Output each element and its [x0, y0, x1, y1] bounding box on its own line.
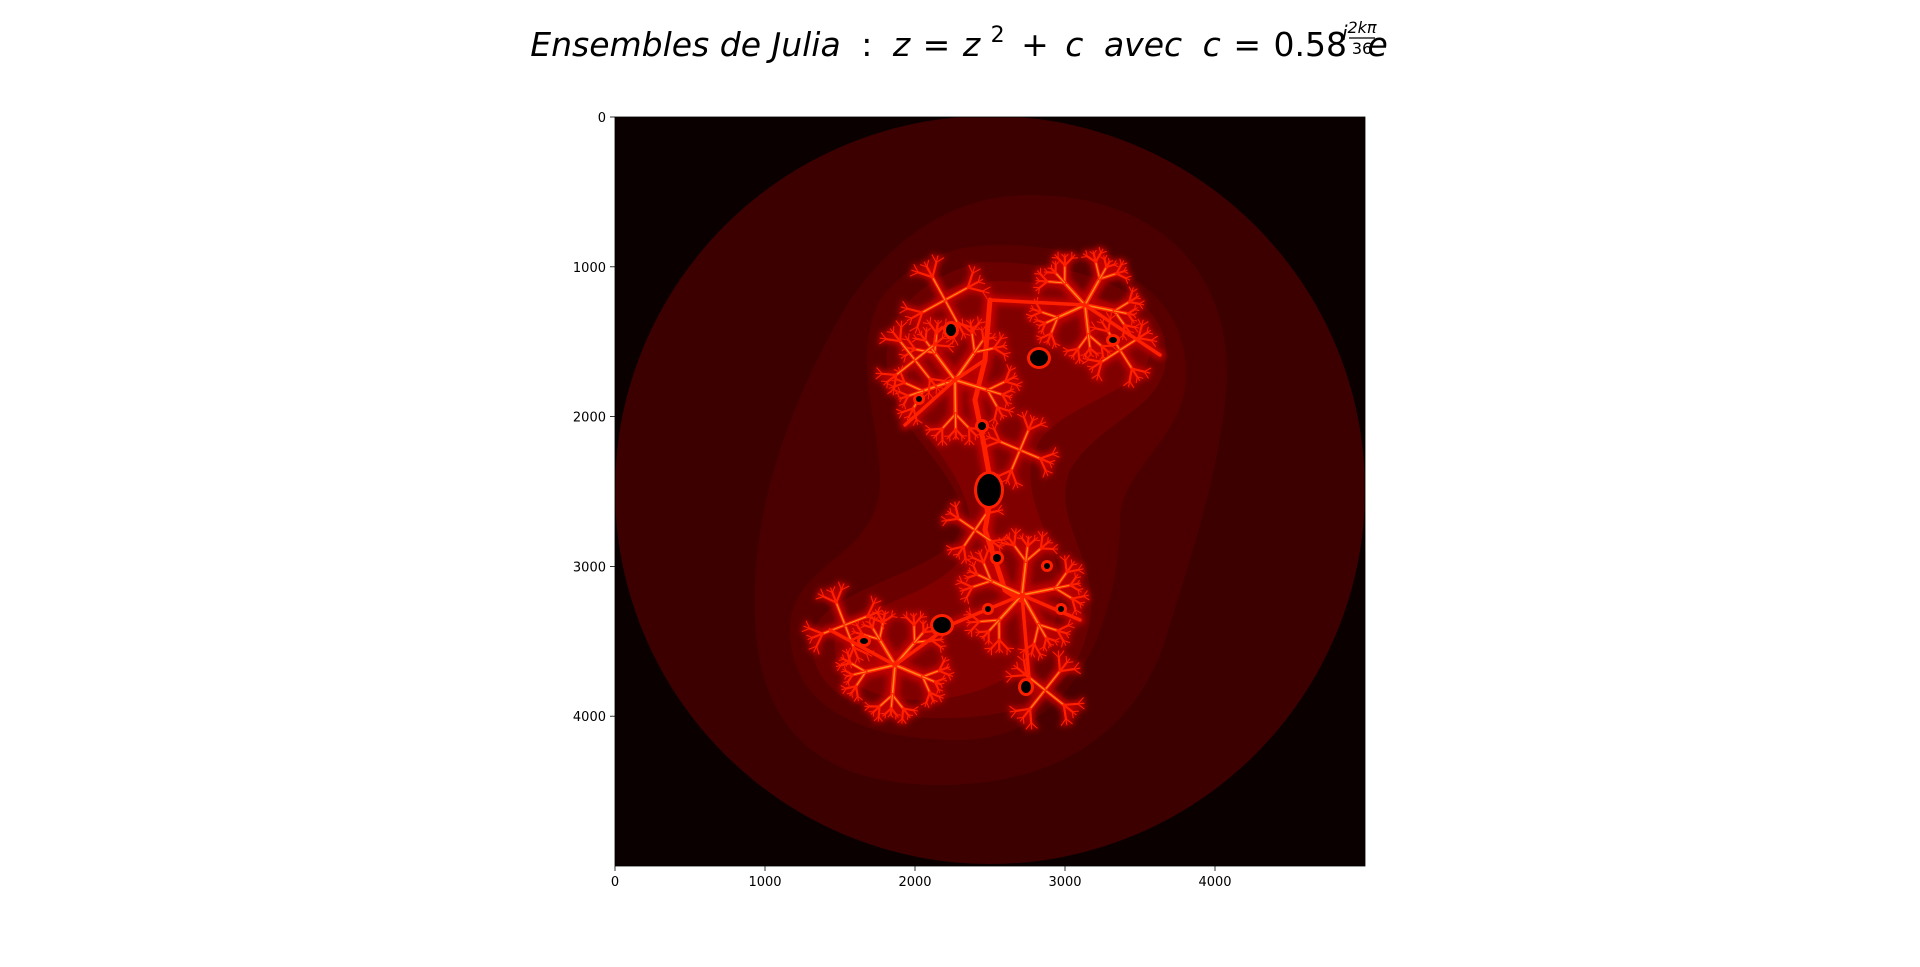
- x-tick-label: 3000: [1048, 875, 1081, 890]
- title-eq2: =: [1233, 25, 1261, 64]
- title-avec: avec: [1104, 25, 1182, 64]
- julia-interior-basin: [916, 396, 922, 402]
- title-z2: z: [962, 25, 981, 64]
- julia-interior-basin: [978, 422, 986, 430]
- title-exponent: i 2kπ 36: [1342, 18, 1377, 58]
- y-tick-label: 0: [598, 111, 606, 126]
- title-e: e: [1367, 25, 1387, 64]
- title-colon: :: [861, 25, 872, 64]
- x-tick-label: 1000: [748, 875, 781, 890]
- title-c2: c: [1203, 25, 1221, 64]
- y-tick-label: 4000: [573, 710, 606, 725]
- julia-interior-basin: [1109, 337, 1117, 343]
- julia-interior-basin: [1058, 606, 1064, 612]
- y-tick-label: 2000: [573, 411, 606, 426]
- julia-interior-basin: [1021, 681, 1031, 693]
- title-c1: c: [1065, 25, 1083, 64]
- x-tick-label: 0: [611, 875, 619, 890]
- julia-interior-basin: [977, 474, 1001, 506]
- title-exp-i: i: [1342, 21, 1348, 45]
- plot-image: [615, 117, 1365, 866]
- title-exp-denominator: 36: [1352, 39, 1372, 58]
- julia-fractal: [800, 245, 1165, 731]
- title-coef: 0.58: [1273, 25, 1346, 64]
- x-tick-label: 4000: [1198, 875, 1231, 890]
- fractal-filaments: [801, 246, 1162, 730]
- julia-interior-basin: [1030, 350, 1048, 366]
- title-z1: z: [892, 25, 911, 64]
- title-square: 2: [991, 23, 1005, 48]
- title-prefix: Ensembles de Julia: [530, 25, 840, 64]
- title-exp-numerator: 2kπ: [1347, 18, 1376, 37]
- julia-interior-basin: [933, 617, 951, 633]
- julia-interior-basin: [946, 324, 956, 336]
- julia-interior-basin: [1044, 563, 1050, 569]
- title-eq1: =: [923, 25, 951, 64]
- julia-interior-basin: [993, 554, 1001, 562]
- chart-title: Ensembles de Julia : z = z 2 + c avec c …: [530, 11, 1388, 64]
- title-plus: +: [1021, 25, 1049, 64]
- julia-interior-basin: [985, 606, 991, 612]
- plot-frame: [614, 116, 1366, 867]
- y-tick-label: 3000: [573, 560, 606, 575]
- y-tick-label: 1000: [573, 261, 606, 276]
- y-axis: 0 1000 2000 3000 4000: [573, 111, 615, 725]
- x-tick-label: 2000: [898, 875, 931, 890]
- x-axis: 0 1000 2000 3000 4000: [611, 866, 1232, 890]
- julia-interior-basin: [860, 638, 868, 644]
